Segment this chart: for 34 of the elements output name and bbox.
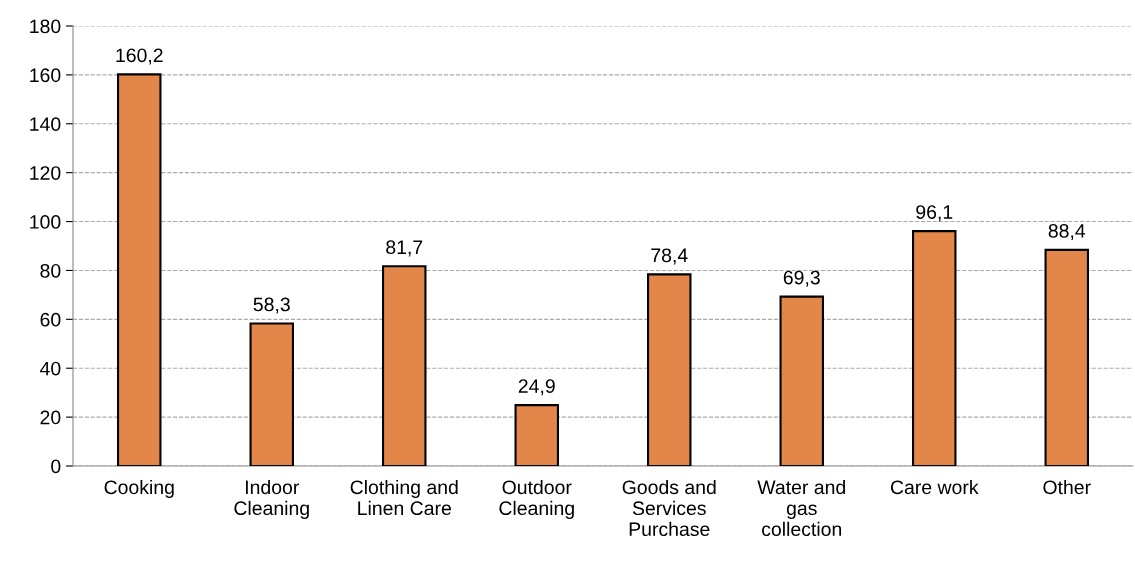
x-tick-label: Cooking bbox=[104, 479, 174, 499]
data-label: 96,1 bbox=[916, 205, 953, 222]
y-tick-label: 100 bbox=[30, 215, 61, 229]
data-label: 58,3 bbox=[253, 297, 290, 314]
y-tick-label: 20 bbox=[40, 410, 61, 425]
y-tick-label: 0 bbox=[51, 459, 61, 474]
bar bbox=[1044, 248, 1089, 466]
data-label: 24,9 bbox=[518, 379, 555, 396]
x-tick-label: Indoor Cleaning bbox=[234, 479, 309, 519]
bar bbox=[912, 230, 957, 466]
bar bbox=[382, 265, 427, 466]
y-tick-label: 160 bbox=[30, 68, 61, 83]
x-tick-label: Care work bbox=[890, 479, 979, 495]
x-tick-label: Water and gas collection bbox=[757, 479, 845, 537]
data-label: 69,3 bbox=[783, 270, 820, 287]
y-tick-label: 140 bbox=[30, 117, 61, 132]
y-tick-label: 60 bbox=[40, 312, 61, 327]
data-label: 81,7 bbox=[386, 240, 423, 257]
x-tick-label: Other bbox=[1043, 479, 1091, 495]
y-tick-label: 180 bbox=[30, 19, 61, 34]
bar bbox=[249, 322, 294, 466]
bar bbox=[647, 273, 692, 466]
y-tick-label: 80 bbox=[40, 263, 61, 278]
data-label: 160,2 bbox=[116, 48, 163, 65]
y-tick-label: 120 bbox=[30, 166, 61, 180]
bar bbox=[779, 295, 824, 466]
bar bbox=[514, 404, 559, 466]
x-tick-label: Outdoor Cleaning bbox=[499, 479, 574, 519]
x-tick-label: Clothing and Linen Care bbox=[350, 479, 458, 516]
bar bbox=[117, 73, 162, 466]
y-tick-label: 40 bbox=[40, 361, 61, 376]
x-tick-label: Goods and Services Purchase bbox=[622, 479, 716, 537]
data-label: 88,4 bbox=[1048, 223, 1086, 241]
data-label: 78,4 bbox=[651, 248, 688, 265]
